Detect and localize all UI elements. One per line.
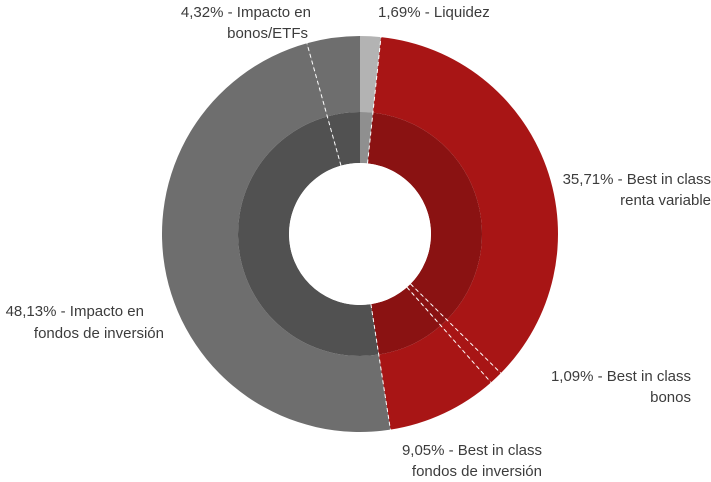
outer-slice-liquidez <box>360 36 381 113</box>
data-labels: 1,69% - Liquidez 35,71% - Best in class … <box>6 4 711 480</box>
divider-renta-variable <box>410 283 502 374</box>
label-impacto-bonos-line2: bonos/ETFs <box>227 25 308 42</box>
outer-slice-impacto-fondos <box>161 43 391 433</box>
outer-ring <box>161 36 558 433</box>
label-liquidez: 1,69% - Liquidez <box>378 4 490 21</box>
inner-slice-liquidez <box>360 112 373 164</box>
label-impacto-fondos-line1: 48,13% - Impacto en <box>6 303 144 320</box>
label-impacto-bonos-line1: 4,32% - Impacto en <box>181 4 311 21</box>
label-renta-variable-line2: renta variable <box>620 192 711 209</box>
inner-slice-renta-variable <box>367 112 482 320</box>
label-fondos-line2: fondos de inversión <box>412 463 542 480</box>
donut-hole <box>289 163 431 305</box>
divider-bonos <box>406 286 492 383</box>
label-impacto-fondos-line2: fondos de inversión <box>34 325 164 342</box>
outer-slice-impacto-bonos <box>306 36 360 117</box>
slice-dividers <box>306 37 502 430</box>
outer-slice-renta-variable <box>372 37 558 374</box>
label-renta-variable-line1: 35,71% - Best in class <box>563 171 711 188</box>
inner-slice-bonos <box>406 283 447 326</box>
divider-liquidez <box>367 37 382 164</box>
divider-impacto-fondos <box>306 43 342 166</box>
inner-slice-fondos-inversion <box>370 287 441 355</box>
inner-slice-impacto-fondos <box>238 116 379 356</box>
label-bonos-line2: bonos <box>650 389 691 406</box>
inner-slice-impacto-bonos <box>327 112 360 166</box>
divider-fondos-inversion <box>370 304 391 430</box>
inner-ring <box>238 112 482 356</box>
label-bonos-line1: 1,09% - Best in class <box>551 368 691 385</box>
label-fondos-line1: 9,05% - Best in class <box>402 442 542 459</box>
outer-slice-bonos <box>440 319 501 383</box>
outer-slice-fondos-inversion <box>378 325 491 430</box>
